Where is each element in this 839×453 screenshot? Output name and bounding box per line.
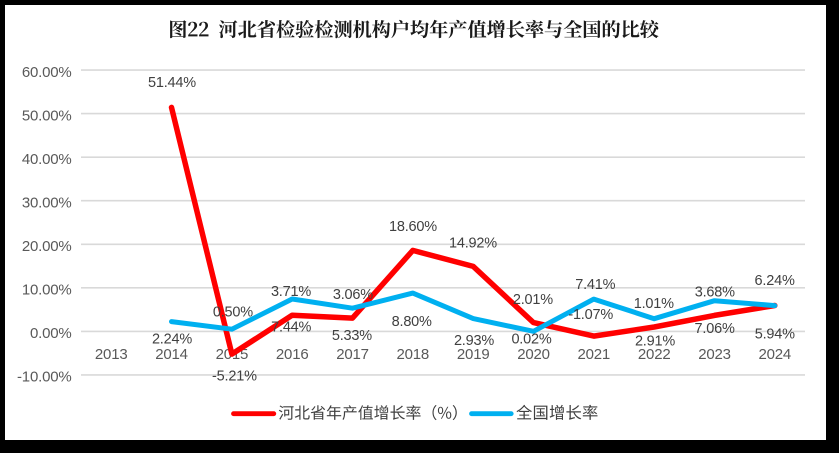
svg-text:3.06%: 3.06%: [333, 287, 373, 303]
svg-text:60.00%: 60.00%: [22, 64, 72, 81]
svg-text:40.00%: 40.00%: [22, 151, 72, 168]
svg-text:2023: 2023: [698, 346, 731, 363]
svg-text:6.24%: 6.24%: [755, 273, 795, 289]
svg-text:7.44%: 7.44%: [271, 320, 311, 336]
svg-text:2.24%: 2.24%: [152, 331, 192, 347]
svg-text:1.01%: 1.01%: [634, 296, 674, 312]
svg-text:10.00%: 10.00%: [22, 282, 72, 299]
svg-text:-1.07%: -1.07%: [568, 307, 613, 323]
svg-text:2.93%: 2.93%: [454, 333, 494, 349]
svg-text:-5.21%: -5.21%: [212, 369, 257, 385]
svg-text:2.91%: 2.91%: [635, 333, 675, 349]
svg-text:2021: 2021: [578, 346, 611, 363]
svg-text:2018: 2018: [397, 346, 430, 363]
svg-text:30.00%: 30.00%: [22, 195, 72, 212]
svg-text:-10.00%: -10.00%: [17, 369, 71, 386]
svg-text:2016: 2016: [276, 346, 309, 363]
svg-text:2013: 2013: [95, 346, 128, 363]
svg-text:2017: 2017: [336, 346, 369, 363]
svg-text:7.41%: 7.41%: [575, 277, 615, 293]
svg-text:2014: 2014: [155, 346, 188, 363]
svg-text:51.44%: 51.44%: [148, 75, 196, 91]
svg-text:2020: 2020: [517, 346, 550, 363]
svg-text:2019: 2019: [457, 346, 490, 363]
svg-text:0.00%: 0.00%: [30, 325, 72, 342]
svg-text:0.02%: 0.02%: [511, 332, 551, 348]
svg-text:7.06%: 7.06%: [695, 321, 735, 337]
svg-text:3.68%: 3.68%: [695, 284, 735, 300]
svg-text:8.80%: 8.80%: [392, 314, 432, 330]
svg-text:14.92%: 14.92%: [449, 236, 497, 252]
svg-text:0.50%: 0.50%: [213, 305, 253, 321]
svg-text:2022: 2022: [638, 346, 671, 363]
svg-text:5.33%: 5.33%: [332, 328, 372, 344]
svg-text:5.94%: 5.94%: [755, 326, 795, 342]
svg-text:2024: 2024: [759, 346, 792, 363]
svg-text:2.01%: 2.01%: [513, 292, 553, 308]
svg-text:50.00%: 50.00%: [22, 107, 72, 124]
svg-text:20.00%: 20.00%: [22, 238, 72, 255]
svg-text:3.71%: 3.71%: [271, 284, 311, 300]
svg-text:18.60%: 18.60%: [389, 219, 437, 235]
